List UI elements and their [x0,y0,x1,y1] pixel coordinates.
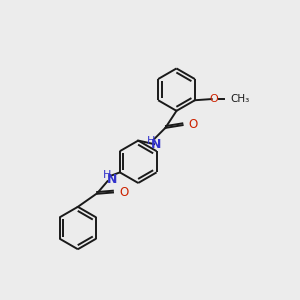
Text: H: H [102,170,111,180]
Text: CH₃: CH₃ [231,94,250,104]
Text: N: N [106,172,117,186]
Text: N: N [151,139,161,152]
Text: O: O [119,186,128,199]
Text: O: O [189,118,198,131]
Text: H: H [146,136,155,146]
Text: O: O [210,94,218,104]
